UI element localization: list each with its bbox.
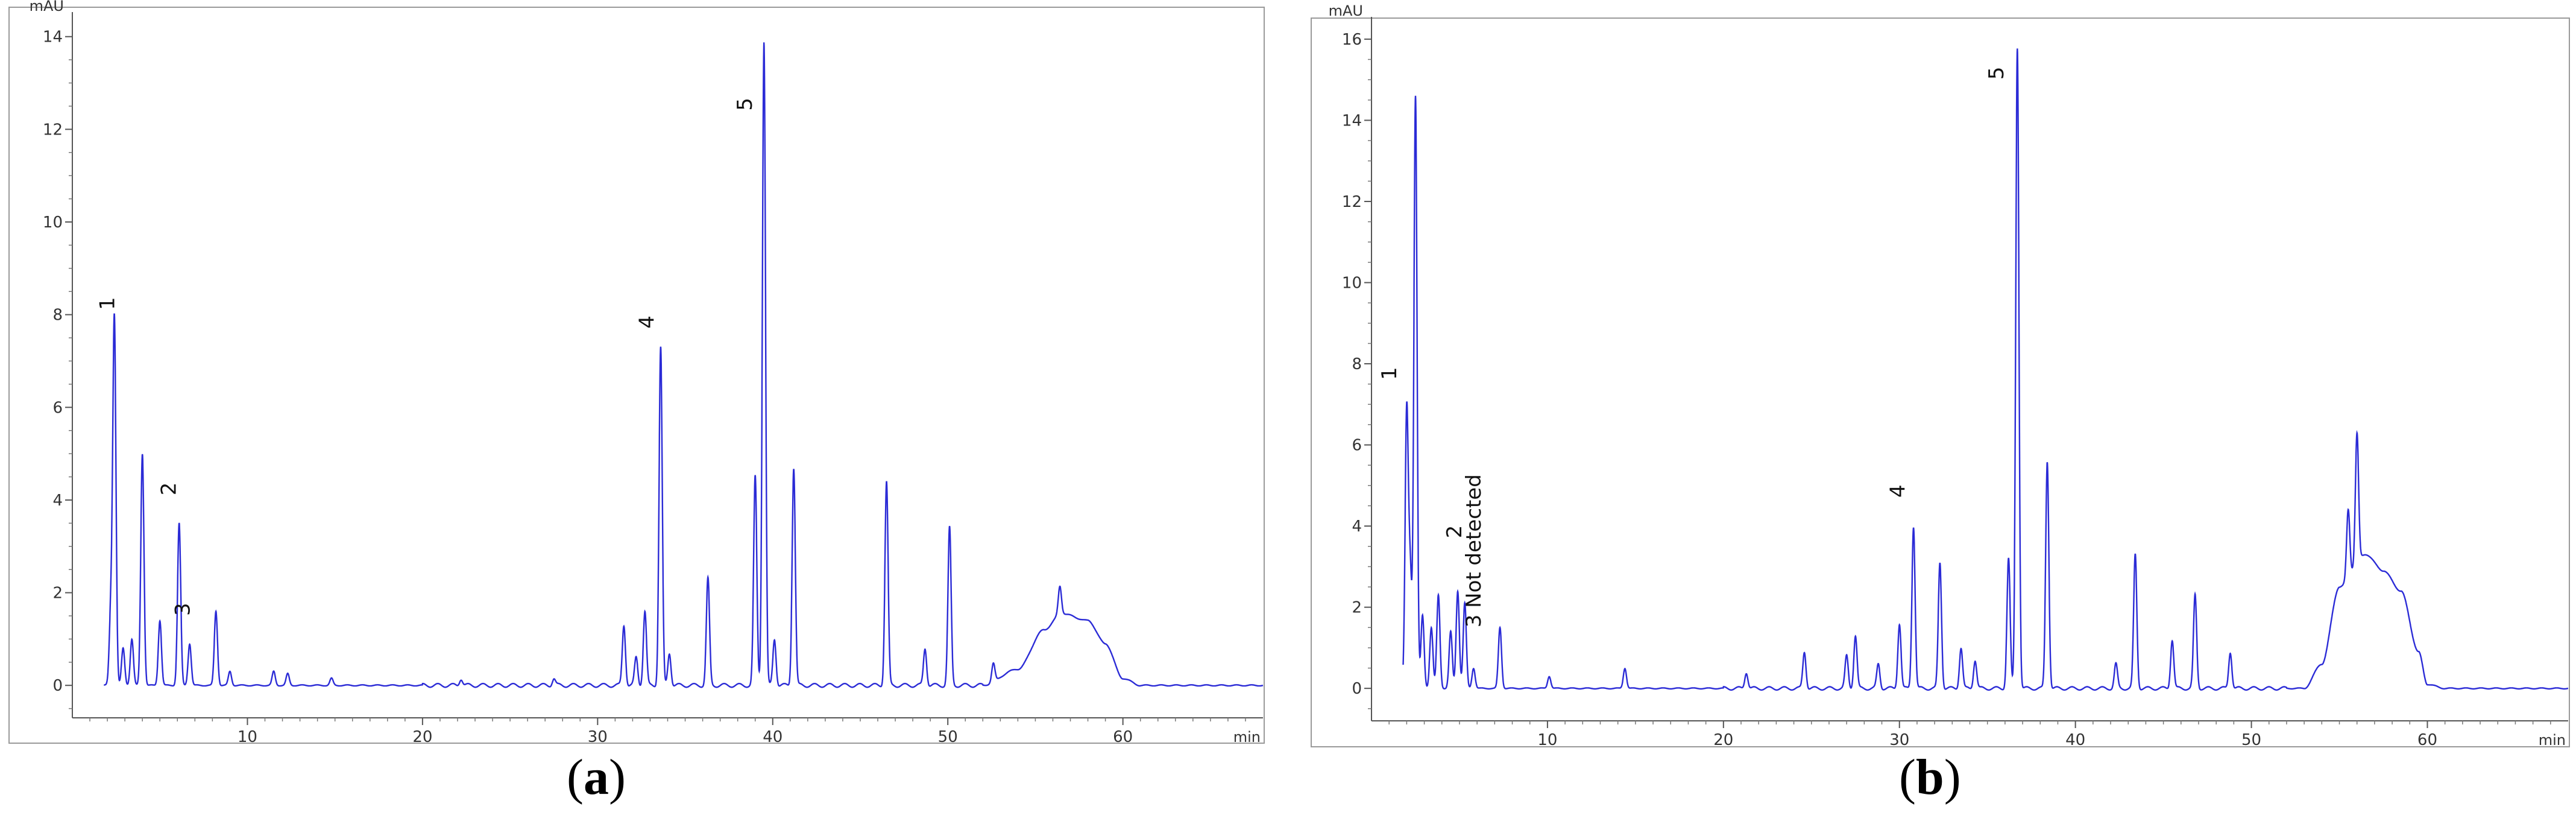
x-tick-label: 20 (1713, 731, 1733, 749)
chart-frame (8, 7, 1265, 744)
chart-frame (1311, 17, 2570, 747)
x-tick-label: 10 (238, 728, 257, 746)
x-tick-label: 60 (1113, 728, 1133, 746)
peak-annotation: 5 (1985, 67, 2009, 80)
y-tick-label: 0 (52, 677, 63, 695)
y-tick-label: 16 (1342, 31, 1362, 49)
caption-close-paren: ) (608, 749, 626, 805)
y-tick-label: 2 (52, 585, 63, 603)
y-axis-title: mAU (30, 0, 64, 14)
peak-annotation: 2 (1443, 525, 1467, 539)
y-tick-label: 12 (43, 121, 63, 139)
x-axis-title: min (1233, 729, 1261, 746)
y-tick-label: 6 (1352, 437, 1362, 455)
y-tick-label: 8 (52, 306, 63, 325)
x-tick-label: 30 (1889, 731, 1909, 749)
peak-annotation: 1 (1378, 367, 1402, 380)
peak-annotation: 2 (157, 483, 181, 496)
y-tick-label: 8 (1352, 355, 1362, 373)
y-tick-label: 14 (1342, 112, 1362, 130)
y-tick-label: 12 (1342, 193, 1362, 211)
y-tick-label: 6 (52, 399, 63, 417)
panel-caption-a: (a) (567, 748, 626, 806)
peak-annotation: 5 (733, 98, 757, 111)
y-tick-label: 2 (1352, 599, 1362, 617)
x-tick-label: 40 (2065, 731, 2085, 749)
y-tick-label: 4 (1352, 518, 1362, 536)
chromatogram-trace (104, 42, 1264, 688)
x-tick-label: 40 (763, 728, 783, 746)
x-tick-label: 10 (1537, 731, 1557, 749)
caption-open-paren: ( (1899, 749, 1916, 805)
panel-caption-b: (b) (1899, 748, 1961, 806)
y-tick-label: 14 (43, 28, 63, 46)
y-tick-label: 10 (1342, 274, 1362, 293)
chromatogram-panel-a: 0 2 4 6 8 10 12 14 mAU 10 20 30 40 50 60 min 1 2 3 4 5 (a) (0, 0, 1272, 827)
peak-annotation: 1 (96, 297, 120, 310)
y-axis-title: mAU (1329, 2, 1363, 19)
x-axis-title: min (2539, 732, 2566, 749)
peak-annotation: 4 (635, 315, 659, 329)
y-tick-label: 0 (1352, 680, 1362, 698)
y-tick-label: 4 (52, 492, 63, 510)
y-tick-label: 10 (43, 214, 63, 232)
peak-annotation: 4 (1886, 484, 1910, 498)
caption-letter: b (1915, 749, 1944, 805)
caption-close-paren: ) (1944, 749, 1961, 805)
caption-open-paren: ( (567, 749, 584, 805)
peak-annotation: 3 Not detected (1462, 474, 1486, 627)
x-tick-label: 50 (2241, 731, 2261, 749)
x-tick-label: 20 (412, 728, 432, 746)
caption-letter: a (583, 749, 609, 805)
chromatogram-trace (1402, 48, 2569, 691)
chromatogram-panel-b: 0 2 4 6 8 10 12 14 16 mAU 10 20 30 40 50 60 min 1 2 3 Not d… (1305, 0, 2576, 827)
x-tick-label: 30 (588, 728, 608, 746)
x-tick-label: 50 (938, 728, 958, 746)
x-tick-label: 60 (2417, 731, 2437, 749)
peak-annotation: 3 (171, 603, 195, 616)
